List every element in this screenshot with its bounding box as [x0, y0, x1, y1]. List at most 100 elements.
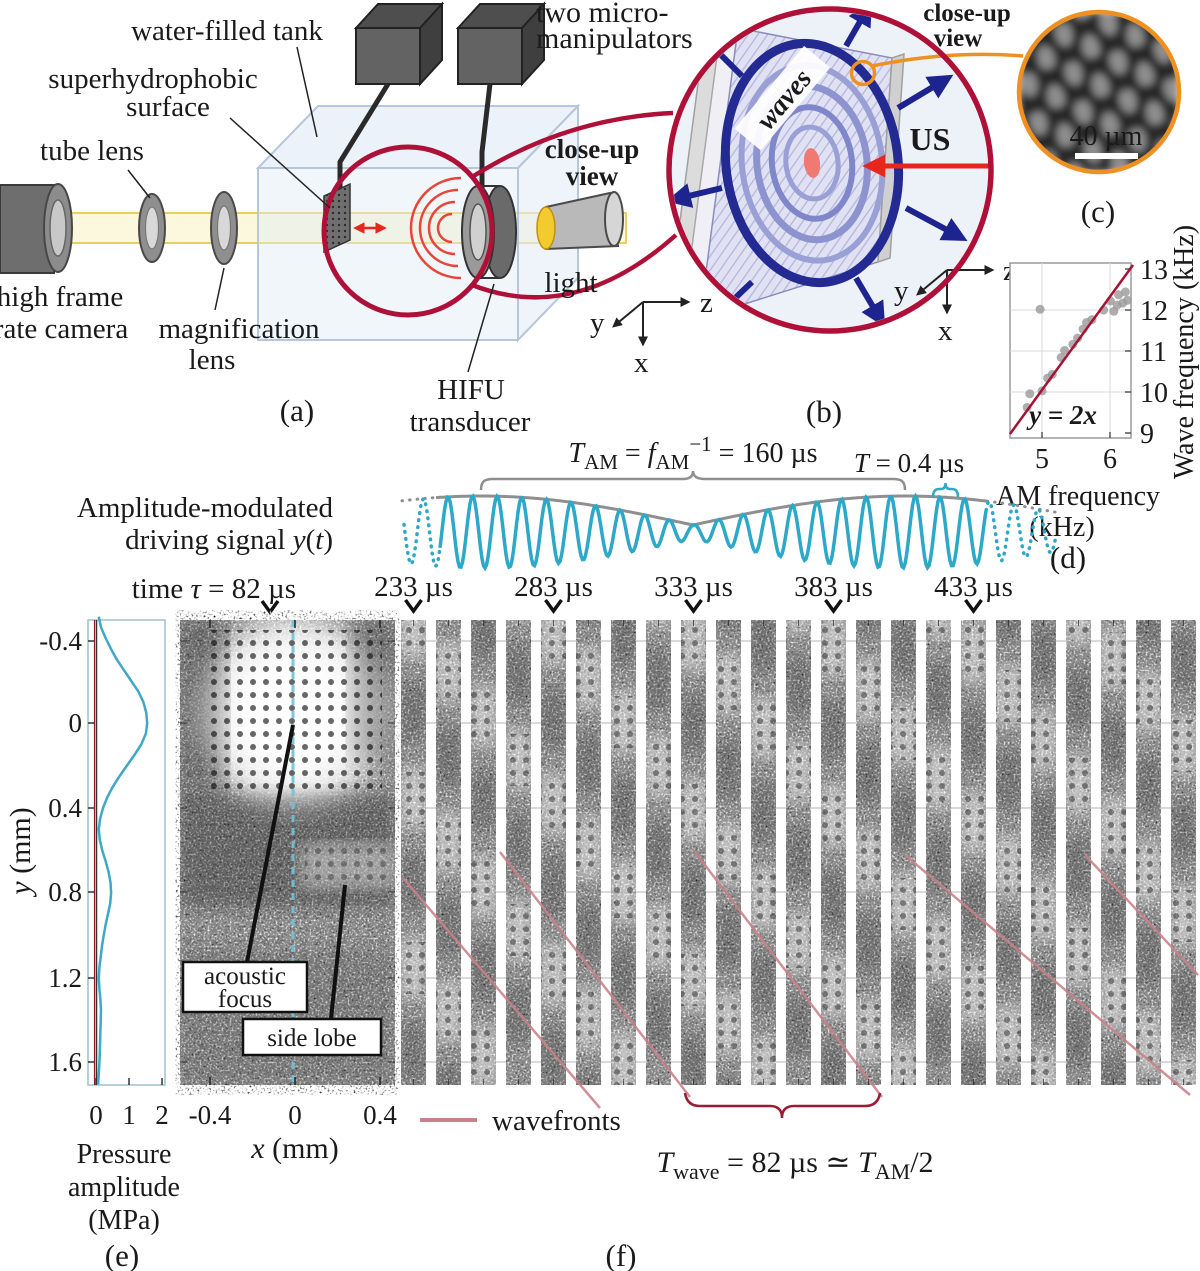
tam-brace	[479, 470, 907, 491]
d-xtick-5: 5	[1035, 444, 1049, 475]
closeup-connector-top	[470, 110, 674, 179]
sidelobe-annotation: side lobe	[267, 1025, 357, 1052]
d-ytick-13: 13	[1140, 255, 1168, 286]
d-ylabel: Wave frequency (kHz)	[1169, 225, 1200, 479]
label-superhydrophobic-1: superhydrophobic	[48, 63, 257, 95]
panel-f-images: acoustic focus side lobe -0.4 0 0.4 x (m…	[180, 620, 1199, 1271]
label-closeup-a-2: view	[566, 161, 619, 191]
manipulator-rod-2	[479, 83, 493, 194]
scatter-point	[1123, 295, 1132, 305]
panel-b-closeup: waves US z x y (b)	[666, 6, 1024, 429]
label-camera-2: rate camera	[0, 313, 128, 345]
e-frame	[87, 619, 166, 1086]
water-tank	[255, 103, 581, 343]
tam-label: TAM = fAM−1 = 160 µs	[568, 432, 817, 474]
label-hifu-2: transducer	[410, 406, 531, 438]
t-brace	[931, 482, 960, 498]
sem-circle-border	[1016, 9, 1182, 175]
acoustic-focus-spot	[803, 148, 821, 178]
wavefront-line	[499, 851, 691, 1098]
label-camera-1: high frame	[0, 281, 123, 313]
t-carrier-label: T = 0.4 µs	[854, 448, 964, 478]
d-ytick-12: 12	[1140, 296, 1168, 327]
axis-z-label: z	[700, 287, 713, 319]
orange-connector	[871, 52, 1024, 68]
d-ytick-10: 10	[1140, 378, 1168, 409]
sem-scalebar-label: 40 µm	[1070, 121, 1143, 152]
focus-annotation-box	[181, 960, 309, 1014]
scatter-point	[1060, 346, 1070, 355]
driving-signal: TAM = fAM−1 = 160 µs T = 0.4 µs Amplitud…	[77, 432, 1059, 572]
frame-time-arrow	[824, 598, 843, 614]
e-ytick-3: 0.8	[48, 877, 82, 907]
axis-x-label: x	[634, 347, 649, 379]
f-xtick-0: -0.4	[189, 1100, 232, 1130]
label-hifu-1: HIFU	[437, 374, 505, 406]
fit-label: y = 2x	[1026, 400, 1097, 430]
f-xlabel: x (mm)	[250, 1132, 338, 1165]
hifu-transducer	[461, 185, 517, 279]
f-xtick-2: 0.4	[363, 1100, 397, 1130]
chart-ticks	[1041, 268, 1131, 438]
scatter-point	[1114, 290, 1124, 300]
axis-x-label-b: x	[938, 315, 953, 347]
e-ytick-0: -0.4	[39, 626, 82, 656]
wavefront-line	[402, 877, 601, 1109]
scatter-point	[1120, 287, 1130, 297]
focus-pointer-line	[245, 724, 295, 963]
superhydrophobic-sample	[323, 182, 351, 254]
e-ticks	[88, 640, 163, 1085]
scatter-point	[1025, 389, 1035, 399]
focus-annotation-1: acoustic	[204, 963, 286, 990]
e-xlabel-3: (MPa)	[88, 1205, 160, 1236]
twave-brace	[683, 1092, 882, 1119]
label-tube-lens: tube lens	[40, 135, 144, 167]
label-closeup-a-1: close-up	[545, 134, 640, 164]
frame-time-arrow	[544, 598, 563, 614]
axis-y-label-b: y	[894, 275, 909, 307]
closeup-circle-big	[666, 6, 994, 334]
panel-c-tag: (c)	[1081, 194, 1115, 229]
frame-time-labels: 233 µs 283 µs 333 µs 383 µs 433 µs	[374, 571, 1013, 614]
time-arrow-82	[260, 599, 280, 615]
panel-f-tag: (f)	[606, 1238, 637, 1271]
axes-a: z x y	[590, 287, 713, 379]
micromanipulator-2	[455, 1, 547, 87]
envelope-curve	[435, 494, 989, 527]
signal-curve	[438, 492, 988, 572]
e-xlabel-2: amplitude	[68, 1172, 180, 1203]
wavefront-line	[694, 851, 883, 1098]
pressure-curve	[96, 616, 149, 1085]
frame-time-label: 283 µs	[514, 571, 593, 603]
panel-a-setup: water-filled tank superhydrophobic surfa…	[0, 0, 713, 438]
sem-image	[1019, 12, 1179, 172]
d-ytick-11: 11	[1140, 337, 1167, 368]
label-superhydrophobic-2: surface	[126, 91, 210, 123]
timeline-row: time τ = 82 µs 233 µs 283 µs 333 µs 383 µs 4…	[132, 571, 1013, 615]
ultrasound-waves	[409, 176, 462, 280]
label-water-tank: water-filled tank	[131, 15, 323, 47]
e-xtick-2: 2	[155, 1100, 169, 1130]
d-xlabel-2: (kHz)	[1029, 512, 1094, 543]
frame-time-label: 433 µs	[934, 571, 1013, 603]
signal-dotted-left	[402, 495, 442, 570]
sidelobe-annotation-box	[241, 1017, 383, 1057]
frame-time-arrow	[684, 598, 703, 614]
wavefront-line	[1084, 854, 1199, 976]
panel-e-tag: (e)	[105, 1238, 139, 1271]
envelope-dotted-left	[400, 496, 438, 503]
e-xlabel-1: Pressure	[77, 1139, 172, 1170]
frame-strip	[751, 620, 776, 1085]
f-ticks	[180, 620, 1184, 1085]
scatter-point	[1022, 402, 1032, 412]
label-micromanip-2: manipulators	[536, 22, 693, 55]
e-ytick-5: 1.6	[48, 1047, 82, 1077]
axis-y-label: y	[590, 307, 605, 339]
frame-time-label: 233 µs	[374, 571, 453, 603]
e-xtick-1: 1	[122, 1100, 136, 1130]
panel-b-tag: (b)	[806, 394, 842, 429]
magnification-lens-inner	[216, 205, 232, 251]
frame-strip	[611, 620, 636, 1085]
time-series-strips	[401, 620, 1196, 1085]
wavefronts-legend-label: wavefronts	[492, 1105, 621, 1137]
